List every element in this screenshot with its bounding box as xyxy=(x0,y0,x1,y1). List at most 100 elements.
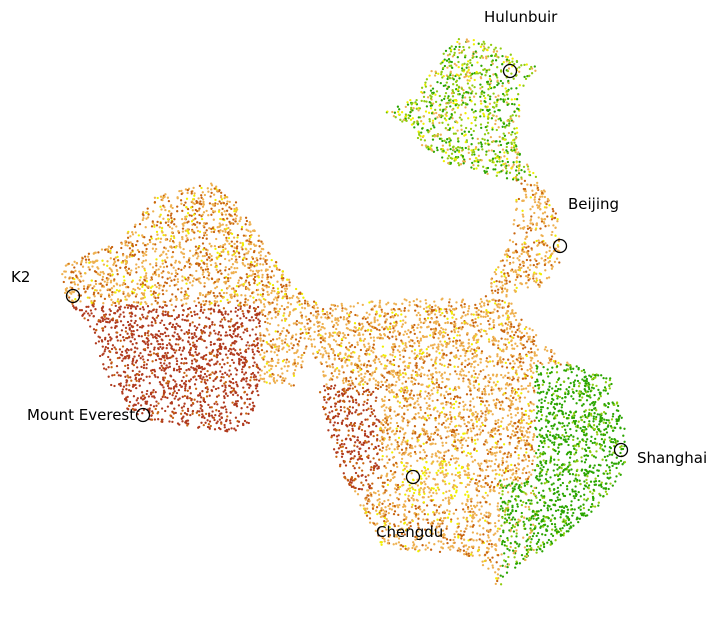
map-dot xyxy=(142,292,146,295)
map-dot xyxy=(79,263,83,266)
map-dot xyxy=(462,380,465,383)
map-dot xyxy=(261,263,265,266)
map-dot xyxy=(133,288,137,292)
map-dot xyxy=(397,537,401,540)
map-dot xyxy=(142,379,145,382)
map-dot xyxy=(466,464,469,468)
map-dot xyxy=(351,424,354,428)
map-dot xyxy=(431,347,435,350)
map-dot xyxy=(532,361,536,365)
map-dot xyxy=(606,405,610,409)
map-dot xyxy=(376,434,379,437)
map-dot xyxy=(259,299,262,302)
map-dot xyxy=(439,362,442,366)
map-dot xyxy=(167,220,170,223)
map-dot xyxy=(464,354,467,357)
map-dot xyxy=(355,401,358,404)
map-dot xyxy=(353,467,356,470)
map-dot xyxy=(222,243,225,247)
map-dot xyxy=(389,327,392,331)
map-dot xyxy=(503,134,507,137)
map-dot xyxy=(450,45,453,48)
map-dot xyxy=(151,285,154,288)
map-dot xyxy=(390,389,393,392)
map-dot xyxy=(218,414,221,417)
map-dot xyxy=(188,214,191,217)
map-dot xyxy=(466,363,469,367)
map-dot xyxy=(464,314,467,317)
map-dot xyxy=(120,350,124,354)
map-dot xyxy=(188,396,192,400)
map-dot xyxy=(147,334,150,337)
map-dot xyxy=(484,315,487,318)
map-dot xyxy=(358,466,361,469)
map-dot xyxy=(234,201,238,204)
map-dot xyxy=(201,368,204,371)
map-dot xyxy=(203,285,206,288)
map-dot xyxy=(501,299,504,303)
map-dot xyxy=(110,326,113,329)
map-dot xyxy=(178,245,181,248)
map-dot xyxy=(265,262,268,266)
map-dot xyxy=(501,361,504,364)
map-dot xyxy=(491,160,494,164)
map-dot xyxy=(290,342,293,345)
map-dot xyxy=(380,422,383,425)
map-dot xyxy=(434,100,438,104)
map-dot xyxy=(182,203,186,207)
map-dot xyxy=(501,54,504,58)
map-dot xyxy=(522,426,525,429)
map-dot xyxy=(403,412,406,416)
map-dot xyxy=(137,250,141,254)
map-dot xyxy=(537,262,541,265)
map-dot xyxy=(568,493,572,496)
map-dot xyxy=(613,438,617,441)
map-dot xyxy=(417,109,420,112)
map-dot xyxy=(188,249,192,253)
map-dot xyxy=(199,335,203,338)
map-dot xyxy=(260,240,263,243)
map-dot xyxy=(487,542,491,546)
map-dot xyxy=(215,300,219,303)
map-dot xyxy=(175,369,179,372)
map-dot xyxy=(399,520,403,523)
map-dot xyxy=(186,409,190,413)
map-dot xyxy=(497,340,500,343)
map-dot xyxy=(191,209,194,212)
map-dot xyxy=(449,116,452,119)
map-dot xyxy=(113,346,116,349)
map-dot xyxy=(325,351,328,355)
map-dot xyxy=(415,545,418,548)
map-dot xyxy=(504,322,507,325)
map-dot xyxy=(439,412,442,415)
map-dot xyxy=(367,435,370,439)
map-dot xyxy=(521,377,525,380)
map-dot xyxy=(553,389,557,393)
map-dot xyxy=(473,306,477,310)
map-dot xyxy=(462,508,465,511)
map-dot xyxy=(483,485,486,489)
map-dot xyxy=(515,535,518,538)
map-dot xyxy=(200,305,203,309)
map-dot xyxy=(485,129,489,132)
map-dot xyxy=(377,493,381,496)
map-dot xyxy=(511,378,514,382)
map-dot xyxy=(159,332,162,336)
map-dot xyxy=(215,237,218,241)
map-dot xyxy=(490,459,493,463)
map-dot xyxy=(171,227,174,230)
map-dot xyxy=(485,511,488,514)
map-dot xyxy=(467,545,471,549)
map-dot xyxy=(131,362,134,365)
map-dot xyxy=(423,451,426,454)
map-dot xyxy=(501,259,504,262)
map-dot xyxy=(431,392,434,396)
map-dot xyxy=(537,419,541,422)
map-dot xyxy=(366,502,369,505)
map-dot xyxy=(599,464,602,467)
map-dot xyxy=(443,58,446,61)
map-dot xyxy=(318,321,321,324)
map-dot xyxy=(428,313,431,316)
map-dot xyxy=(553,441,556,444)
map-dot xyxy=(126,320,130,324)
